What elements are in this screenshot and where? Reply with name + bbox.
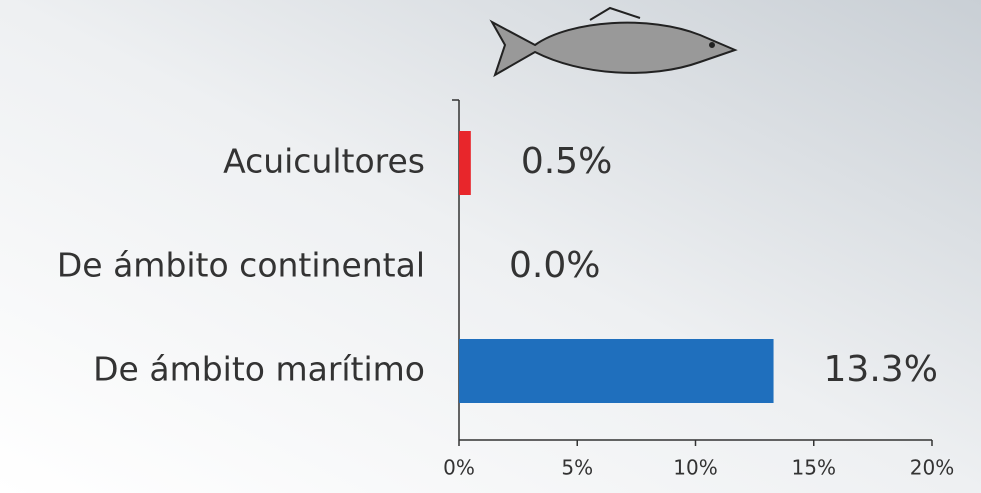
x-tick-label: 15% <box>792 456 836 480</box>
x-tick-label: 10% <box>673 456 717 480</box>
value-label: 13.3% <box>824 349 938 390</box>
x-tick-label: 0% <box>443 456 475 480</box>
x-tick-label: 20% <box>910 456 954 480</box>
fish-icon <box>489 6 738 78</box>
x-tick-label: 5% <box>561 456 593 480</box>
value-label: 0.0% <box>509 245 600 286</box>
value-label: 0.5% <box>521 141 612 182</box>
category-label: De ámbito marítimo <box>93 350 425 389</box>
bar <box>459 131 471 195</box>
category-label: De ámbito continental <box>57 246 425 285</box>
bar <box>459 339 774 403</box>
category-label: Acuicultores <box>223 142 425 181</box>
